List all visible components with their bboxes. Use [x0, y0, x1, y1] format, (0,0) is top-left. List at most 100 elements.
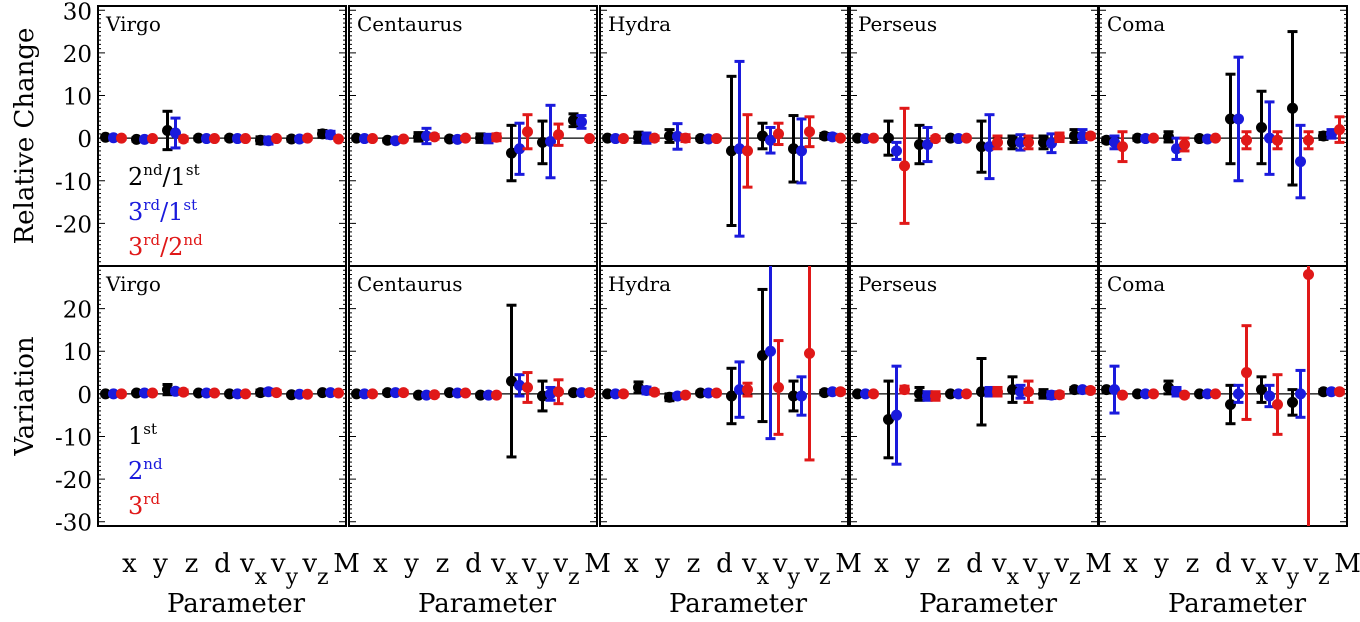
data-point — [147, 387, 158, 399]
y-tick-label: 20 — [63, 298, 92, 324]
x-tick-label: vx — [1240, 549, 1269, 590]
x-tick-label: vy — [1022, 549, 1051, 590]
data-point — [429, 389, 440, 401]
data-point — [868, 132, 879, 144]
x-tick-label: vy — [521, 549, 550, 590]
data-point — [961, 388, 972, 400]
legend-entry: 1st — [128, 420, 157, 450]
data-point — [827, 386, 838, 398]
y-tick-label: -20 — [55, 468, 92, 494]
x-tick-label: d — [214, 549, 231, 579]
data-point — [116, 388, 127, 400]
data-point — [325, 387, 336, 399]
data-point — [286, 133, 297, 145]
panel-hydra-row2: Hydra — [599, 265, 849, 527]
data-point — [514, 143, 525, 155]
data-point — [178, 386, 189, 398]
data-point — [1287, 102, 1298, 114]
x-axis-label: Parameter — [1168, 589, 1307, 619]
data-point — [1015, 386, 1026, 398]
data-point — [390, 387, 401, 399]
data-point — [1140, 133, 1151, 145]
data-point — [170, 127, 181, 139]
series-red — [868, 106, 1096, 225]
data-point — [351, 132, 362, 144]
data-point — [398, 387, 409, 399]
y-tick-label: -20 — [55, 212, 92, 238]
data-point — [742, 384, 753, 396]
panel-title: Coma — [1107, 12, 1165, 36]
data-point — [819, 387, 830, 399]
data-point — [804, 347, 815, 359]
data-point — [734, 384, 745, 396]
panel-title: Perseus — [858, 272, 937, 296]
data-point — [1077, 130, 1088, 142]
data-point — [178, 133, 189, 145]
series-blue — [860, 364, 1088, 466]
data-point — [680, 389, 691, 401]
x-tick-label: vz — [1053, 549, 1080, 590]
x-tick-label: y — [654, 549, 670, 579]
series-blue — [1109, 55, 1337, 200]
series-blue — [610, 59, 838, 238]
series-blue — [108, 116, 336, 150]
data-point — [711, 133, 722, 145]
series-blue — [359, 103, 587, 180]
data-point — [804, 126, 815, 138]
data-point — [1085, 384, 1096, 396]
data-point — [953, 388, 964, 400]
data-point — [1287, 396, 1298, 408]
data-point — [255, 134, 266, 146]
data-point — [108, 132, 119, 144]
data-point — [1225, 113, 1236, 125]
data-point — [170, 385, 181, 397]
data-point — [976, 141, 987, 153]
x-tick-label: M — [1085, 549, 1112, 579]
legend-entry: 3rd — [128, 490, 160, 520]
data-point — [452, 387, 463, 399]
x-tick-label: d — [465, 549, 482, 579]
series-red — [116, 386, 344, 400]
data-point — [726, 390, 737, 402]
data-point — [992, 386, 1003, 398]
data-point — [1202, 133, 1213, 145]
data-point — [602, 132, 613, 144]
data-point — [131, 387, 142, 399]
data-point — [1179, 139, 1190, 151]
data-point — [1272, 134, 1283, 146]
data-point — [1210, 132, 1221, 144]
series-red — [618, 266, 846, 462]
series-blue — [108, 385, 336, 400]
data-point — [367, 133, 378, 145]
data-point — [100, 388, 111, 400]
x-tick-label: vy — [1271, 549, 1300, 590]
data-point — [852, 132, 863, 144]
y-tick-label: -10 — [55, 425, 92, 451]
y-tick-label: 10 — [63, 85, 92, 111]
data-point — [317, 387, 328, 399]
data-point — [765, 345, 776, 357]
data-point — [1210, 388, 1221, 400]
data-point — [398, 133, 409, 145]
data-point — [796, 390, 807, 402]
x-tick-label: d — [966, 549, 983, 579]
panel-frame — [97, 265, 347, 527]
series-red — [868, 379, 1096, 404]
panel-title: Hydra — [608, 272, 671, 296]
data-point — [421, 389, 432, 401]
series-red — [116, 132, 344, 145]
x-tick-label: M — [333, 549, 360, 579]
data-point — [491, 131, 502, 143]
data-point — [286, 389, 297, 401]
data-point — [742, 145, 753, 157]
data-point — [883, 132, 894, 144]
data-point — [1046, 137, 1057, 149]
data-point — [1233, 388, 1244, 400]
data-point — [584, 133, 595, 145]
data-point — [1077, 384, 1088, 396]
x-tick-label: vx — [741, 549, 770, 590]
data-point — [302, 132, 313, 144]
x-tick-label: x — [122, 549, 137, 579]
data-point — [992, 136, 1003, 148]
